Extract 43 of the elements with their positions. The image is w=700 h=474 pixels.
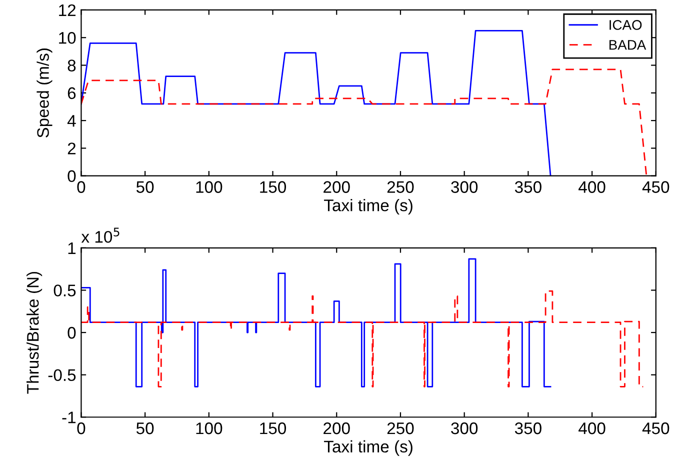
y-tick-label: 10 [59, 32, 76, 44]
legend-label: BADA [609, 40, 646, 50]
x-tick-label: 400 [578, 422, 606, 434]
y-axis-title: Thrust/Brake (N) [26, 272, 42, 394]
text: x 10$^{5}$ [81, 228, 120, 243]
y-tick-label: 0 [68, 326, 76, 339]
x-tick-label: 350 [514, 422, 542, 434]
y-tick-label: 12 [59, 4, 76, 16]
x-tick-label: 450 [642, 422, 670, 434]
x-tick-label: 200 [324, 181, 350, 193]
legend-label: ICAO [610, 20, 642, 30]
y-tick-label: -0.5 [48, 369, 76, 382]
x-tick-label: 250 [387, 181, 414, 193]
x-tick-label: 0 [77, 422, 86, 434]
x-tick-label: 0 [77, 181, 86, 193]
y-tick-label: 8 [68, 60, 76, 72]
x-tick-label: 450 [642, 181, 670, 193]
y-tick-label: 0.5 [54, 284, 76, 296]
x-tick-label: 300 [451, 422, 478, 434]
x-tick-label: 250 [387, 422, 414, 434]
line-series [81, 68, 648, 176]
line-series [81, 290, 644, 388]
x-tick-label: 50 [136, 422, 154, 434]
y-tick-label: 1 [68, 242, 76, 254]
x-axis-title: Taxi time (s) [324, 440, 412, 456]
x-tick-label: 100 [196, 422, 222, 434]
line-series [81, 258, 552, 388]
y-tick-label: 6 [68, 87, 76, 100]
x-axis-title: Taxi time (s) [324, 199, 412, 215]
y-axis-title: Speed (m/s) [36, 48, 52, 138]
y-tick-label: 4 [67, 115, 76, 127]
x-tick-label: 300 [451, 181, 478, 193]
x-tick-label: 400 [578, 181, 606, 193]
x-tick-label: 150 [260, 422, 286, 434]
x-tick-label: 50 [136, 181, 154, 193]
x-tick-label: 200 [324, 422, 350, 434]
line-series [81, 30, 552, 176]
x-tick-label: 100 [196, 181, 222, 193]
y-tick-label: 2 [68, 142, 76, 154]
x-tick-label: 150 [260, 181, 286, 193]
x-tick-label: 350 [514, 181, 542, 193]
y-tick-label: 0 [68, 170, 76, 182]
y-tick-label: -1 [62, 412, 76, 424]
